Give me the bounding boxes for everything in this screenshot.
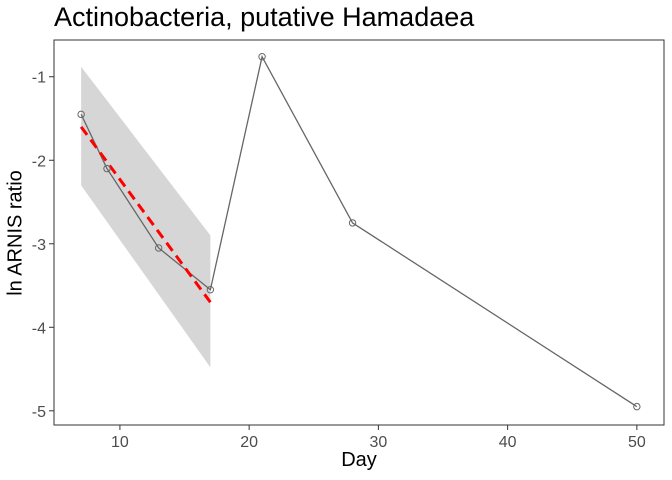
x-tick-label: 20: [240, 434, 258, 451]
y-tick-label: -2: [32, 153, 46, 170]
x-tick-label: 30: [369, 434, 387, 451]
y-tick-label: -3: [32, 237, 46, 254]
y-tick-label: -5: [32, 404, 46, 421]
data-point: [206, 286, 215, 294]
y-tick-label: -1: [32, 70, 46, 87]
data-point: [77, 110, 85, 119]
chart-title: Actinobacteria, putative Hamadaea: [54, 2, 475, 32]
data-point: [103, 164, 111, 173]
x-axis-label: Day: [341, 449, 377, 471]
series-line: [80, 54, 638, 408]
x-tick-label: 50: [628, 434, 646, 451]
data-point: [154, 244, 163, 252]
data-point: [348, 219, 357, 227]
y-tick-label: -4: [32, 320, 46, 337]
data-point: [633, 402, 641, 411]
data-point: [258, 53, 266, 61]
x-tick-label: 40: [499, 434, 517, 451]
panel-border: [53, 39, 665, 426]
fit-line: [79, 125, 212, 304]
x-tick-label: 10: [111, 434, 129, 451]
confidence-band: [81, 66, 211, 368]
